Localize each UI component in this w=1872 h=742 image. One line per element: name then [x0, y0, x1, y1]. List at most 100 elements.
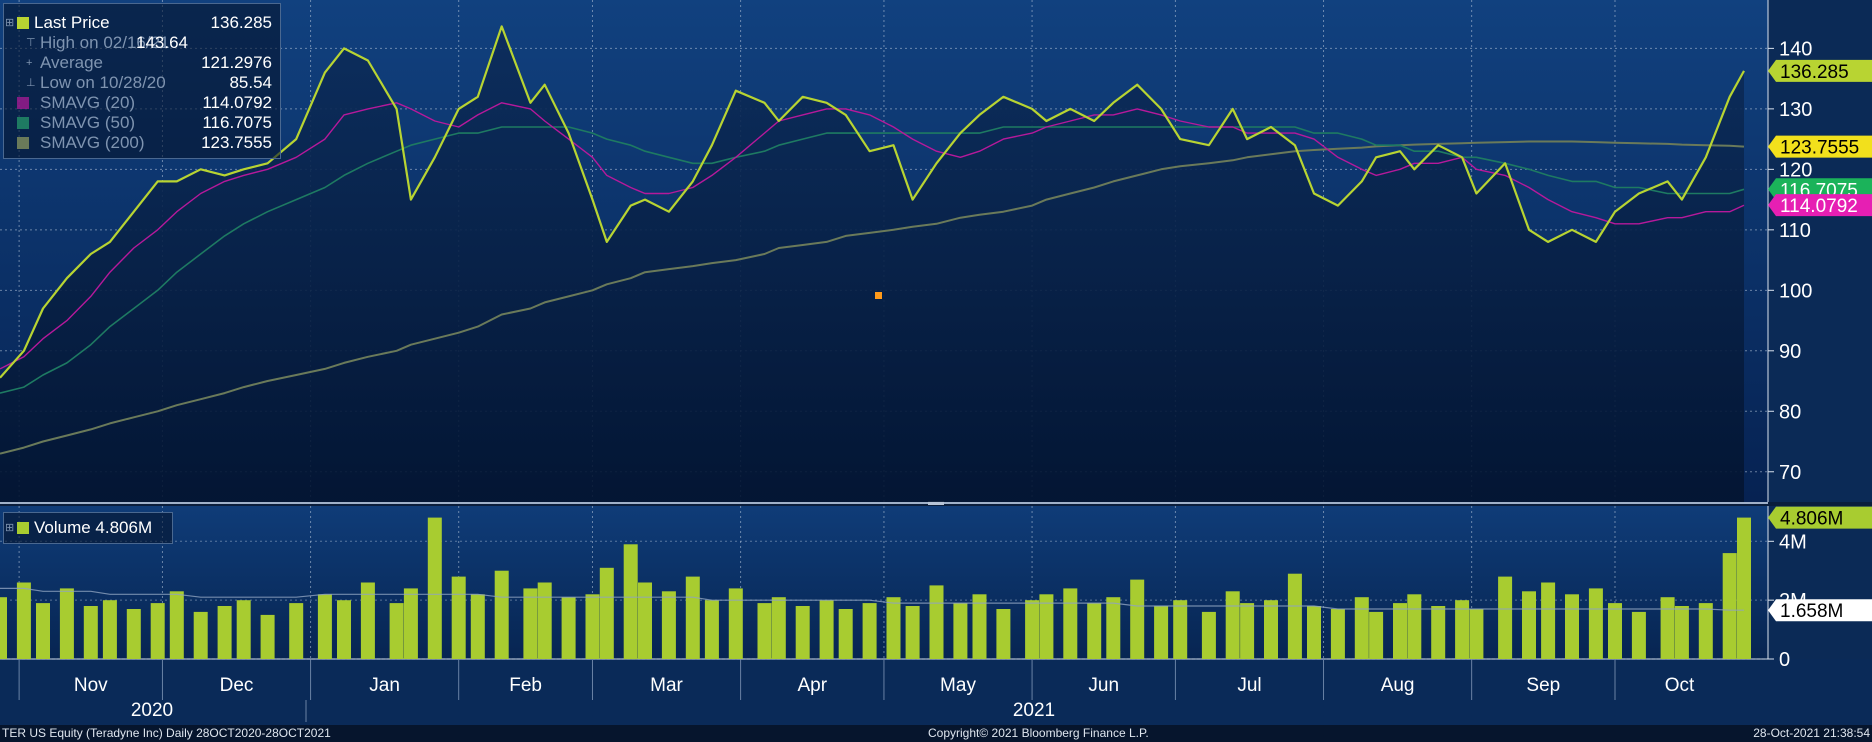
- volume-bar: [403, 588, 418, 659]
- volume-bar: [150, 603, 165, 659]
- last-price-line: [0, 25, 1745, 379]
- volume-bar: [427, 517, 442, 659]
- volume-bar: [661, 591, 676, 659]
- volume-bar: [1608, 603, 1622, 659]
- volume-bar: [1130, 579, 1145, 659]
- last-price-swatch: [17, 17, 29, 29]
- panel-divider-handle[interactable]: [928, 501, 944, 505]
- month-label: Aug: [1381, 675, 1415, 696]
- volume-bar: [36, 603, 50, 659]
- volume-swatch: [17, 522, 29, 534]
- volume-bar: [193, 611, 208, 659]
- legend-row-sma20[interactable]: SMAVG (20) 114.0792: [4, 93, 280, 113]
- volume-bar: [494, 570, 509, 659]
- volume-bar: [289, 603, 304, 659]
- volume-bar: [0, 597, 7, 659]
- volume-value-tag-shape: [1768, 599, 1872, 622]
- sma200-line: [0, 140, 1745, 455]
- volume-average-line: [0, 587, 1744, 611]
- volume-bar: [360, 582, 375, 659]
- price-value-tag-label: 136.285: [1780, 62, 1849, 83]
- volume-bar: [1393, 603, 1407, 659]
- volume-bar: [1287, 573, 1302, 659]
- volume-bar: [996, 609, 1011, 659]
- volume-bar: [1225, 591, 1240, 659]
- low-label: Low on 10/28/20: [40, 73, 166, 92]
- average-value: 121.2976: [201, 53, 272, 72]
- volume-bar: [1264, 600, 1278, 659]
- volume-bar: [972, 594, 987, 659]
- volume-bar: [169, 591, 184, 659]
- sma50-value: 116.7075: [202, 113, 272, 132]
- sma200-value: 123.7555: [201, 133, 272, 152]
- price-value-tag-shape: [1768, 194, 1872, 217]
- volume-legend-expand-icon[interactable]: ⊞: [5, 522, 15, 534]
- legend-row-last-price[interactable]: ⊞ Last Price 136.285: [4, 13, 280, 33]
- legend-expand-icon[interactable]: ⊞: [5, 17, 15, 29]
- volume-bar: [685, 576, 700, 659]
- volume-bar: [1063, 588, 1078, 659]
- volume-bar: [953, 603, 968, 659]
- price-legend: ⊞ Last Price 136.285 ⊤ High on 02/16/21 …: [3, 3, 281, 159]
- legend-row-sma50[interactable]: SMAVG (50) 116.7075: [4, 113, 280, 133]
- volume-bar: [728, 588, 743, 659]
- volume-bar: [451, 576, 466, 659]
- volume-bar: [1631, 611, 1646, 659]
- month-label: Jul: [1237, 675, 1261, 696]
- volume-bar: [757, 603, 772, 659]
- high-value: 143.64: [136, 33, 188, 52]
- volume-bar: [1541, 582, 1556, 659]
- volume-bar: [1154, 606, 1169, 659]
- footer-copyright: Copyright© 2021 Bloomberg Finance L.P.: [928, 726, 1149, 740]
- month-label: Apr: [798, 675, 828, 696]
- high-marker-icon: ⊤: [26, 37, 36, 49]
- volume-bar: [638, 582, 652, 659]
- price-axis-background: [1768, 0, 1872, 502]
- volume-bar: [1660, 597, 1675, 659]
- month-label: May: [940, 675, 976, 696]
- volume-bar: [795, 606, 810, 659]
- volume-bar: [16, 582, 31, 659]
- volume-bar: [1522, 591, 1536, 659]
- legend-row-volume[interactable]: ⊞ Volume 4.806M: [4, 518, 172, 538]
- legend-row-low[interactable]: ⊥ Low on 10/28/20 85.54: [4, 73, 280, 93]
- volume-bar: [561, 597, 576, 659]
- volume-bar: [1369, 611, 1384, 659]
- month-label: Feb: [509, 675, 542, 696]
- event-marker[interactable]: [875, 292, 882, 299]
- volume-bar: [704, 600, 719, 659]
- sma200-label: SMAVG (200): [40, 133, 145, 152]
- legend-row-sma200[interactable]: SMAVG (200) 123.7555: [4, 133, 280, 153]
- average-marker-icon: +: [26, 57, 33, 69]
- volume-legend: ⊞ Volume 4.806M: [3, 512, 173, 544]
- volume-axis-background: [1768, 506, 1872, 659]
- volume-bar: [771, 597, 786, 659]
- volume-bar: [1354, 597, 1369, 659]
- volume-bar: [1039, 594, 1054, 659]
- volume-bar: [862, 603, 877, 659]
- footer-background: [0, 725, 1872, 742]
- price-tick-label: 110: [1779, 220, 1811, 242]
- sma200-swatch: [17, 137, 29, 149]
- volume-bar: [623, 544, 638, 660]
- volume-bar: [389, 603, 404, 659]
- month-label: Sep: [1526, 675, 1560, 696]
- legend-row-average[interactable]: + Average 121.2976: [4, 53, 280, 73]
- volume-bar: [236, 600, 251, 659]
- volume-bar: [217, 606, 232, 659]
- high-label: High on 02/16/21: [40, 33, 170, 52]
- sma20-swatch: [17, 97, 29, 109]
- sma50-label: SMAVG (50): [40, 113, 136, 132]
- legend-row-high[interactable]: ⊤ High on 02/16/21 143.64: [4, 33, 280, 53]
- price-tick-label: 130: [1779, 99, 1812, 121]
- low-marker-icon: ⊥: [26, 77, 36, 89]
- volume-bar: [1722, 553, 1737, 659]
- volume-bar: [819, 600, 834, 659]
- volume-bar: [1455, 600, 1470, 659]
- month-label: Nov: [74, 675, 108, 696]
- price-area-fill: [0, 26, 1744, 503]
- average-label: Average: [40, 53, 104, 72]
- volume-bar: [1087, 603, 1102, 659]
- volume-bar: [1240, 603, 1255, 659]
- price-value-tag-shape: [1768, 59, 1872, 82]
